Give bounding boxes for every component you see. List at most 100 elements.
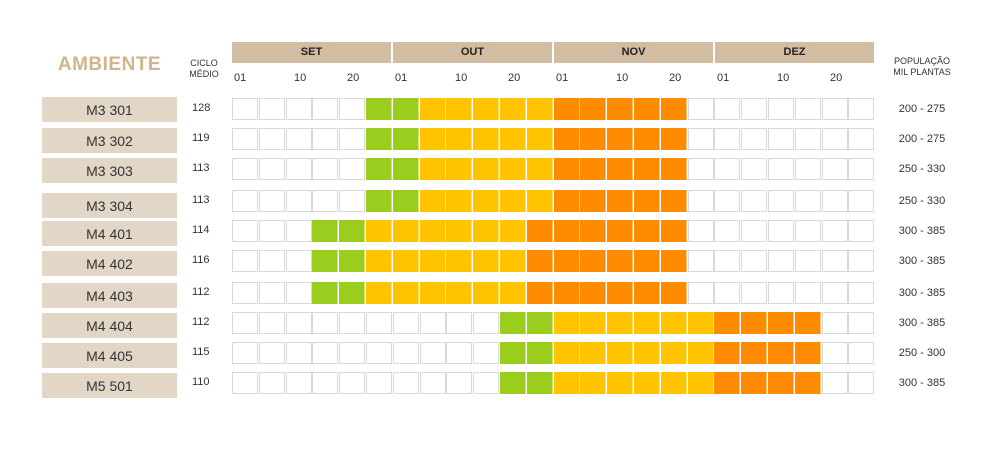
schedule-cell bbox=[285, 372, 312, 394]
month-header-set: SET bbox=[232, 42, 391, 63]
schedule-cell bbox=[607, 128, 634, 150]
schedule-cell bbox=[794, 372, 821, 394]
schedule-cell bbox=[848, 190, 875, 212]
schedule-cell bbox=[660, 98, 687, 120]
schedule-cell bbox=[366, 342, 392, 364]
schedule-cell bbox=[366, 312, 392, 334]
ambiente-title: AMBIENTE bbox=[57, 54, 162, 75]
schedule-cell bbox=[285, 342, 312, 364]
schedule-cell bbox=[419, 98, 446, 120]
schedule-cell bbox=[553, 98, 580, 120]
schedule-cell bbox=[526, 342, 553, 364]
schedule-cell bbox=[392, 282, 419, 304]
schedule-cell bbox=[553, 250, 580, 272]
schedule-cell bbox=[580, 220, 607, 242]
schedule-cell bbox=[419, 250, 446, 272]
schedule-cell bbox=[258, 98, 285, 120]
row-label: M4 403 bbox=[42, 283, 177, 308]
month-tick: 20 bbox=[830, 72, 843, 84]
schedule-cell bbox=[312, 372, 339, 394]
schedule-cell bbox=[741, 190, 768, 212]
schedule-cell bbox=[473, 250, 500, 272]
month-tick: 20 bbox=[669, 72, 682, 84]
month-header-nov: NOV bbox=[554, 42, 713, 63]
schedule-cell bbox=[339, 250, 366, 272]
schedule-cell bbox=[500, 190, 526, 212]
schedule-cell bbox=[687, 128, 714, 150]
ciclo-value: 113 bbox=[192, 162, 210, 174]
schedule-cell bbox=[419, 158, 446, 180]
schedule-cell bbox=[768, 312, 794, 334]
schedule-cell bbox=[768, 98, 794, 120]
schedule-cell bbox=[687, 98, 714, 120]
ciclo-value: 113 bbox=[192, 194, 210, 206]
schedule-cell bbox=[473, 342, 500, 364]
schedule-cell bbox=[339, 158, 366, 180]
schedule-cell bbox=[821, 282, 848, 304]
population-value: 200 - 275 bbox=[898, 133, 946, 145]
schedule-cell bbox=[794, 312, 821, 334]
row-label: M3 304 bbox=[42, 193, 177, 218]
schedule-cell bbox=[312, 158, 339, 180]
schedule-cell bbox=[634, 250, 660, 272]
ciclo-value: 112 bbox=[192, 286, 210, 298]
schedule-cell bbox=[634, 312, 660, 334]
schedule-cell bbox=[446, 98, 473, 120]
schedule-cell bbox=[714, 342, 741, 364]
schedule-cell bbox=[526, 312, 553, 334]
schedule-cell bbox=[500, 128, 526, 150]
schedule-cell bbox=[366, 98, 392, 120]
schedule-cell bbox=[312, 190, 339, 212]
schedule-cell bbox=[232, 158, 258, 180]
schedule-cell bbox=[741, 98, 768, 120]
schedule-cell bbox=[714, 128, 741, 150]
population-header-line2: MIL PLANTAS bbox=[893, 67, 951, 77]
schedule-cell bbox=[580, 158, 607, 180]
schedule-cell bbox=[258, 312, 285, 334]
schedule-cell bbox=[794, 128, 821, 150]
population-value: 300 - 385 bbox=[898, 317, 946, 329]
month-tick: 01 bbox=[717, 72, 730, 84]
month-tick: 10 bbox=[616, 72, 629, 84]
schedule-cell bbox=[473, 372, 500, 394]
schedule-cell bbox=[312, 220, 339, 242]
schedule-cell bbox=[232, 342, 258, 364]
schedule-cell bbox=[473, 158, 500, 180]
schedule-cell bbox=[366, 372, 392, 394]
schedule-cell bbox=[848, 158, 875, 180]
schedule-cell bbox=[768, 372, 794, 394]
schedule-cell bbox=[392, 342, 419, 364]
schedule-cell bbox=[607, 372, 634, 394]
schedule-cell bbox=[768, 250, 794, 272]
schedule-cell bbox=[741, 250, 768, 272]
schedule-cell bbox=[741, 342, 768, 364]
schedule-cell bbox=[392, 98, 419, 120]
schedule-cell bbox=[660, 282, 687, 304]
schedule-cell bbox=[392, 312, 419, 334]
schedule-cell bbox=[446, 190, 473, 212]
schedule-cell bbox=[607, 282, 634, 304]
schedule-cell bbox=[821, 312, 848, 334]
schedule-cell bbox=[232, 220, 258, 242]
schedule-cell bbox=[339, 372, 366, 394]
schedule-cell bbox=[580, 250, 607, 272]
schedule-cell bbox=[366, 250, 392, 272]
schedule-cell bbox=[553, 312, 580, 334]
schedule-cell bbox=[419, 342, 446, 364]
schedule-cell bbox=[312, 342, 339, 364]
schedule-cell bbox=[312, 282, 339, 304]
schedule-cell bbox=[500, 250, 526, 272]
schedule-cell bbox=[821, 190, 848, 212]
schedule-cell bbox=[794, 190, 821, 212]
schedule-cell bbox=[634, 128, 660, 150]
schedule-cell bbox=[794, 250, 821, 272]
schedule-cell bbox=[500, 98, 526, 120]
month-tick: 10 bbox=[294, 72, 307, 84]
schedule-cell bbox=[553, 282, 580, 304]
schedule-cell bbox=[768, 190, 794, 212]
schedule-cell bbox=[419, 312, 446, 334]
schedule-cell bbox=[794, 282, 821, 304]
schedule-cell bbox=[553, 128, 580, 150]
schedule-cell bbox=[660, 128, 687, 150]
schedule-cell bbox=[526, 282, 553, 304]
